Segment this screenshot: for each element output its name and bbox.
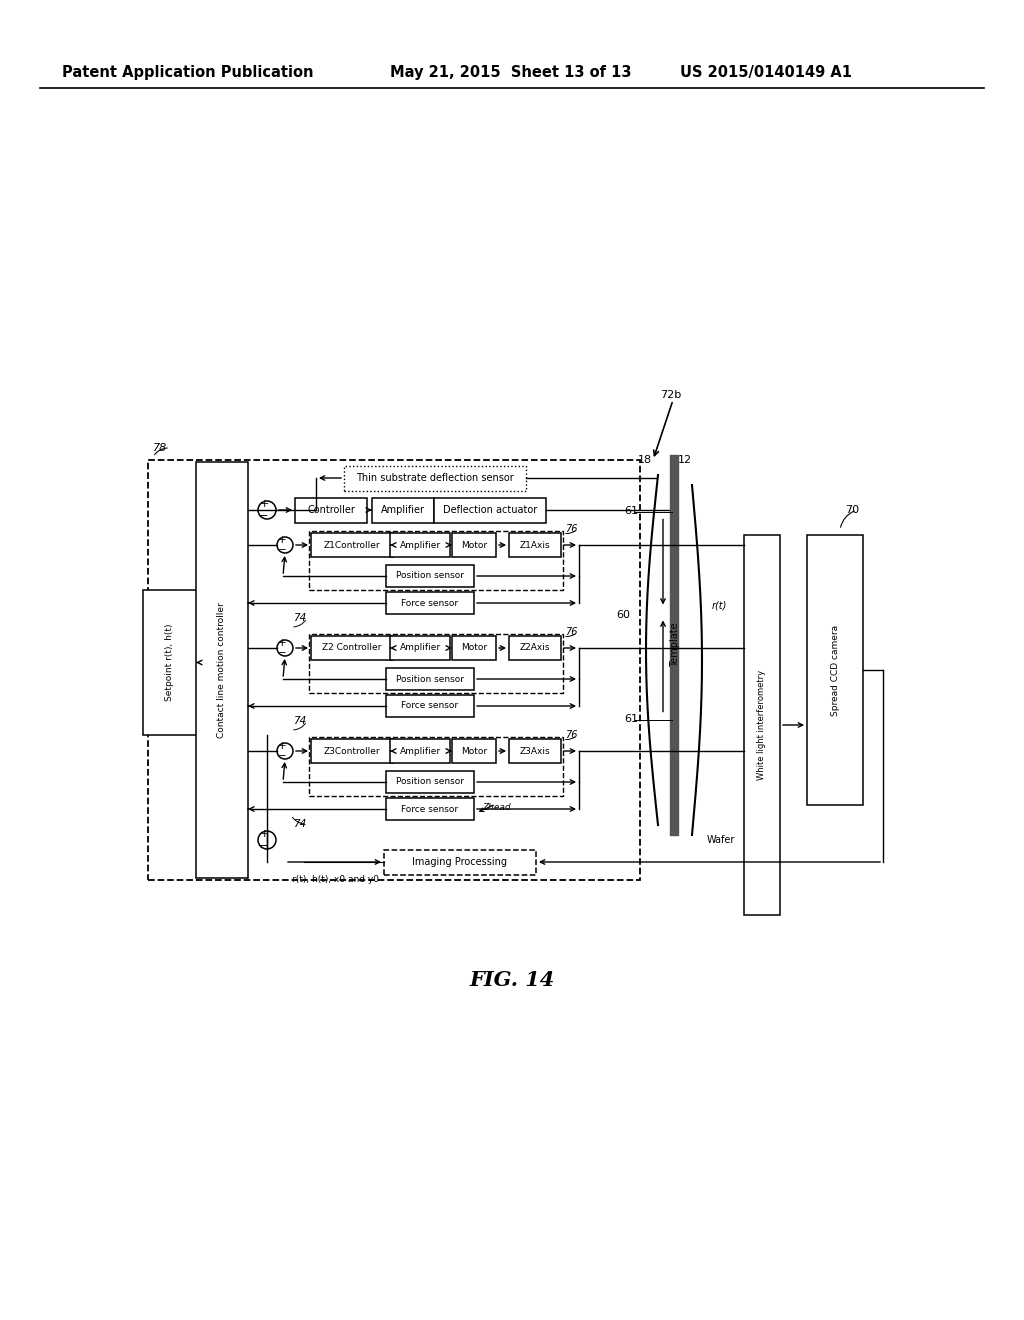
- Text: Contact line motion controller: Contact line motion controller: [217, 602, 226, 738]
- Text: −: −: [278, 648, 287, 657]
- Text: Z2 Controller: Z2 Controller: [323, 644, 382, 652]
- Text: 78: 78: [153, 444, 167, 453]
- FancyBboxPatch shape: [509, 739, 561, 763]
- Text: 70: 70: [845, 506, 859, 515]
- Text: −: −: [278, 545, 287, 554]
- Text: Controller: Controller: [307, 506, 355, 515]
- Text: +: +: [278, 741, 287, 751]
- Text: Spread CCD camera: Spread CCD camera: [830, 624, 840, 715]
- Text: 60: 60: [616, 610, 630, 620]
- Text: −: −: [259, 511, 268, 521]
- Text: 72b: 72b: [660, 389, 681, 400]
- FancyBboxPatch shape: [196, 462, 248, 878]
- Text: Z3Controller: Z3Controller: [324, 747, 380, 755]
- FancyBboxPatch shape: [386, 565, 474, 587]
- Text: Motor: Motor: [461, 747, 487, 755]
- Text: Thin substrate deflection sensor: Thin substrate deflection sensor: [356, 473, 514, 483]
- Text: 76: 76: [565, 730, 578, 741]
- Text: r(t), h(t), x0 and y0: r(t), h(t), x0 and y0: [292, 875, 379, 884]
- FancyBboxPatch shape: [452, 533, 496, 557]
- FancyBboxPatch shape: [386, 799, 474, 820]
- FancyBboxPatch shape: [452, 636, 496, 660]
- Text: Force sensor: Force sensor: [401, 598, 459, 607]
- Text: −: −: [278, 751, 287, 762]
- Text: Z2Axis: Z2Axis: [520, 644, 550, 652]
- FancyBboxPatch shape: [386, 771, 474, 793]
- Text: Wafer: Wafer: [707, 836, 735, 845]
- Text: White light interferometry: White light interferometry: [758, 671, 767, 780]
- Text: May 21, 2015  Sheet 13 of 13: May 21, 2015 Sheet 13 of 13: [390, 65, 632, 79]
- Text: Amplifier: Amplifier: [399, 644, 440, 652]
- FancyBboxPatch shape: [390, 636, 450, 660]
- FancyBboxPatch shape: [390, 739, 450, 763]
- FancyBboxPatch shape: [386, 696, 474, 717]
- Text: Motor: Motor: [461, 540, 487, 549]
- Text: 61: 61: [624, 507, 638, 516]
- Text: FIG. 14: FIG. 14: [469, 970, 555, 990]
- Text: Amplifier: Amplifier: [399, 747, 440, 755]
- Text: r(t): r(t): [712, 601, 727, 610]
- FancyBboxPatch shape: [309, 737, 563, 796]
- Text: Patent Application Publication: Patent Application Publication: [62, 65, 313, 79]
- Text: 74: 74: [293, 818, 306, 829]
- FancyBboxPatch shape: [509, 636, 561, 660]
- FancyBboxPatch shape: [390, 533, 450, 557]
- Text: 74: 74: [293, 715, 306, 726]
- FancyBboxPatch shape: [386, 668, 474, 690]
- FancyBboxPatch shape: [309, 634, 563, 693]
- Text: 61: 61: [624, 714, 638, 725]
- FancyBboxPatch shape: [142, 590, 198, 735]
- FancyBboxPatch shape: [384, 850, 536, 874]
- Text: 74: 74: [293, 612, 306, 623]
- FancyBboxPatch shape: [372, 498, 434, 523]
- Text: Z1Axis: Z1Axis: [520, 540, 550, 549]
- Text: −: −: [259, 841, 268, 851]
- Text: Deflection actuator: Deflection actuator: [442, 506, 538, 515]
- Text: +: +: [278, 535, 287, 545]
- Text: Imaging Processing: Imaging Processing: [413, 857, 508, 867]
- FancyBboxPatch shape: [295, 498, 367, 523]
- FancyBboxPatch shape: [807, 535, 863, 805]
- Text: Force sensor: Force sensor: [401, 804, 459, 813]
- FancyBboxPatch shape: [434, 498, 546, 523]
- Text: Zhead: Zhead: [482, 803, 511, 812]
- FancyBboxPatch shape: [311, 636, 393, 660]
- FancyBboxPatch shape: [311, 739, 393, 763]
- Text: +: +: [278, 638, 287, 648]
- Text: Force sensor: Force sensor: [401, 701, 459, 710]
- Text: Position sensor: Position sensor: [396, 675, 464, 684]
- Text: Z1Controller: Z1Controller: [324, 540, 380, 549]
- FancyBboxPatch shape: [344, 466, 526, 491]
- Text: US 2015/0140149 A1: US 2015/0140149 A1: [680, 65, 852, 79]
- Text: 76: 76: [565, 627, 578, 638]
- Text: Setpoint r(t), h(t): Setpoint r(t), h(t): [166, 624, 174, 701]
- Text: Template: Template: [670, 623, 680, 668]
- Text: +: +: [259, 499, 268, 510]
- FancyBboxPatch shape: [148, 459, 640, 880]
- FancyBboxPatch shape: [386, 591, 474, 614]
- Text: +: +: [259, 829, 268, 840]
- Text: Amplifier: Amplifier: [399, 540, 440, 549]
- Text: 18: 18: [638, 455, 652, 465]
- FancyBboxPatch shape: [509, 533, 561, 557]
- Text: 12: 12: [678, 455, 692, 465]
- Text: Position sensor: Position sensor: [396, 572, 464, 581]
- Text: 76: 76: [565, 524, 578, 535]
- FancyBboxPatch shape: [309, 531, 563, 590]
- FancyBboxPatch shape: [311, 533, 393, 557]
- Text: Position sensor: Position sensor: [396, 777, 464, 787]
- Text: Motor: Motor: [461, 644, 487, 652]
- Text: Amplifier: Amplifier: [381, 506, 425, 515]
- Text: Z3Axis: Z3Axis: [520, 747, 550, 755]
- FancyBboxPatch shape: [452, 739, 496, 763]
- FancyBboxPatch shape: [744, 535, 780, 915]
